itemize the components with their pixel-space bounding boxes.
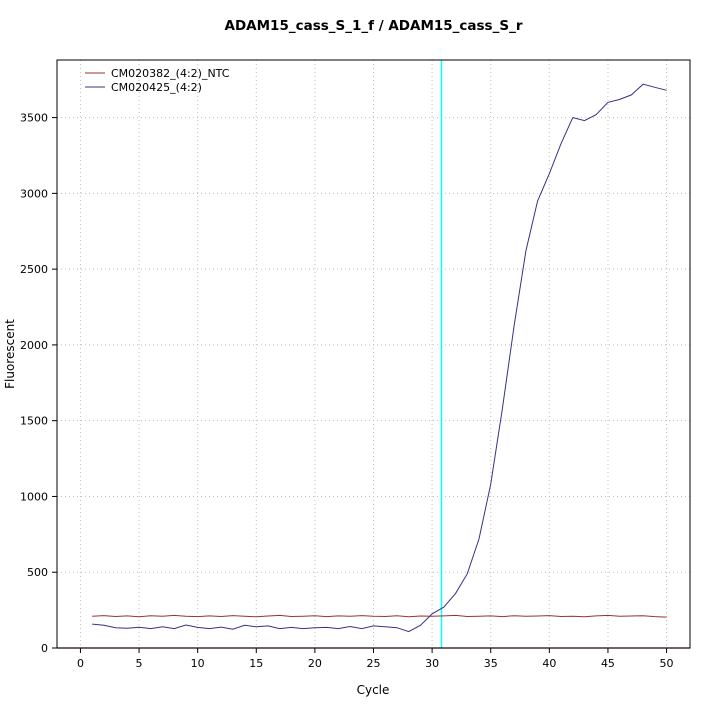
y-tick-label: 3500 (20, 112, 48, 125)
chart-title: ADAM15_cass_S_1_f / ADAM15_cass_S_r (224, 18, 523, 34)
plot-area: 0 5 10 15 20 25 30 35 40 45 5005001000150020002500… (20, 59, 691, 670)
x-tick-label: 15 (249, 657, 263, 670)
y-tick-label: 500 (27, 566, 48, 579)
legend-label-ntc: CM020382_(4:2)_NTC (111, 67, 230, 80)
x-tick-label: 20 (308, 657, 322, 670)
plot-border (56, 59, 691, 649)
x-tick-label: 25 (367, 657, 381, 670)
y-tick-label: 1500 (20, 415, 48, 428)
sample-series-line (92, 83, 667, 633)
y-axis-label: Fluorescent (3, 319, 17, 389)
x-tick-label: 35 (484, 657, 498, 670)
y-tick-label: 2500 (20, 263, 48, 276)
x-tick-label: 0 (77, 657, 84, 670)
x-tick-label: 30 (425, 657, 439, 670)
ntc-series-line (92, 614, 667, 618)
x-tick-label: 10 (191, 657, 205, 670)
y-tick-label: 0 (41, 642, 48, 655)
x-tick-label: 50 (660, 657, 674, 670)
y-tick-label: 2000 (20, 339, 48, 352)
x-axis-label: Cycle (357, 683, 390, 697)
legend-label-sample: CM020425_(4:2) (111, 81, 202, 94)
y-tick-label: 3000 (20, 187, 48, 200)
x-tick-label: 5 (136, 657, 143, 670)
x-tick-label: 40 (542, 657, 556, 670)
x-tick-label: 45 (601, 657, 615, 670)
y-tick-label: 1000 (20, 490, 48, 503)
